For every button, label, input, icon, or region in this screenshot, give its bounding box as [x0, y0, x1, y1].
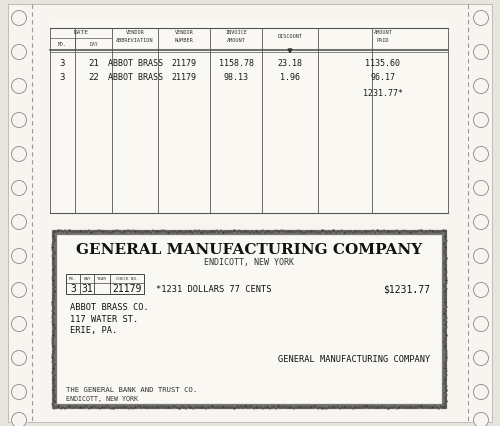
Circle shape [474, 351, 488, 366]
Text: DATE: DATE [74, 31, 88, 35]
Bar [52, 230, 446, 408]
Text: VENDOR: VENDOR [174, 31, 194, 35]
Circle shape [12, 412, 26, 426]
Text: 23.18: 23.18 [278, 60, 302, 69]
Circle shape [474, 412, 488, 426]
Text: 21179: 21179 [112, 284, 142, 294]
Circle shape [12, 215, 26, 230]
Circle shape [12, 385, 26, 400]
Text: GENERAL MANUFACTURING COMPANY: GENERAL MANUFACTURING COMPANY [76, 243, 422, 257]
Text: GENERAL MANUFACTURING COMPANY: GENERAL MANUFACTURING COMPANY [278, 356, 430, 365]
Bar [52, 230, 446, 408]
Text: 3: 3 [70, 284, 76, 294]
Text: MO.: MO. [58, 41, 67, 46]
Text: DISCOUNT: DISCOUNT [278, 35, 302, 40]
Text: AMOUNT: AMOUNT [226, 38, 246, 43]
Circle shape [474, 385, 488, 400]
Circle shape [474, 147, 488, 161]
Circle shape [12, 78, 26, 93]
Text: 3: 3 [60, 72, 65, 81]
Text: ABBOT BRASS CO.: ABBOT BRASS CO. [70, 303, 149, 313]
Text: ENDICOTT, NEW YORK: ENDICOTT, NEW YORK [66, 396, 138, 402]
Circle shape [12, 282, 26, 297]
Circle shape [12, 248, 26, 264]
Text: 21179: 21179 [172, 72, 196, 81]
Text: ABBREVIATION: ABBREVIATION [116, 38, 154, 43]
Text: CHECK NO.: CHECK NO. [116, 276, 138, 280]
Text: DAY: DAY [83, 276, 91, 280]
Text: INVOICE: INVOICE [225, 31, 247, 35]
Circle shape [12, 112, 26, 127]
Circle shape [474, 248, 488, 264]
Text: 1158.78: 1158.78 [218, 60, 254, 69]
Text: ERIE, PA.: ERIE, PA. [70, 325, 117, 334]
Text: 1135.60: 1135.60 [366, 60, 400, 69]
Circle shape [474, 112, 488, 127]
Circle shape [12, 181, 26, 196]
Circle shape [474, 11, 488, 26]
Text: AMOUNT: AMOUNT [374, 31, 392, 35]
Text: 22: 22 [88, 72, 99, 81]
Text: YEAR: YEAR [97, 276, 107, 280]
Text: 117 WATER ST.: 117 WATER ST. [70, 314, 138, 323]
Circle shape [474, 44, 488, 60]
Bar [66, 274, 144, 294]
Bar [56, 234, 442, 404]
Circle shape [474, 317, 488, 331]
Circle shape [474, 282, 488, 297]
Text: 21: 21 [88, 60, 99, 69]
Bar [53, 231, 445, 407]
Circle shape [12, 44, 26, 60]
Text: VENDOR: VENDOR [126, 31, 144, 35]
Polygon shape [288, 49, 292, 52]
Text: THE GENERAL BANK AND TRUST CO.: THE GENERAL BANK AND TRUST CO. [66, 387, 197, 393]
Text: ABBOT BRASS: ABBOT BRASS [108, 72, 162, 81]
Bar [54, 232, 444, 406]
Text: $1231.77: $1231.77 [383, 284, 430, 294]
Text: 1231.77*: 1231.77* [363, 89, 403, 98]
Bar [55, 233, 443, 405]
Text: ABBOT BRASS: ABBOT BRASS [108, 60, 162, 69]
Text: 98.13: 98.13 [224, 72, 248, 81]
Circle shape [474, 181, 488, 196]
Circle shape [474, 78, 488, 93]
Circle shape [474, 215, 488, 230]
Text: PAID: PAID [377, 38, 389, 43]
Text: DAY: DAY [89, 41, 98, 46]
Circle shape [12, 317, 26, 331]
Text: 21179: 21179 [172, 60, 196, 69]
Text: 96.17: 96.17 [370, 72, 396, 81]
Bar [50, 22, 448, 217]
Text: 31: 31 [81, 284, 93, 294]
Circle shape [12, 147, 26, 161]
Text: 3: 3 [60, 60, 65, 69]
Circle shape [12, 11, 26, 26]
Circle shape [12, 351, 26, 366]
Text: 1.96: 1.96 [280, 72, 300, 81]
Text: ENDICOTT, NEW YORK: ENDICOTT, NEW YORK [204, 259, 294, 268]
Text: NUMBER: NUMBER [174, 38, 194, 43]
Text: MO.: MO. [69, 276, 77, 280]
Text: *1231 DOLLARS 77 CENTS: *1231 DOLLARS 77 CENTS [156, 285, 272, 294]
